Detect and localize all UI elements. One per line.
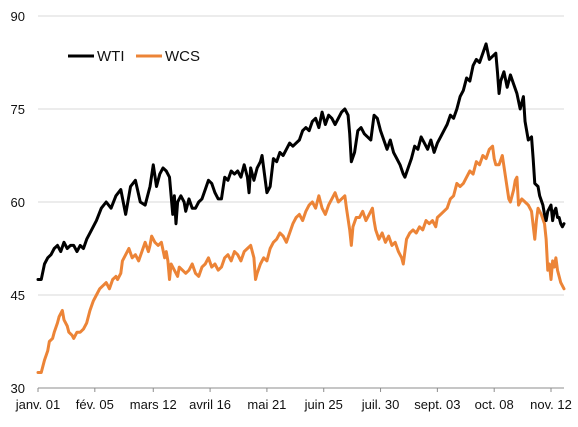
x-tick-label: nov. 12 — [530, 397, 572, 412]
x-tick-label: juin 25 — [304, 397, 343, 412]
x-tick-label: oct. 08 — [475, 397, 514, 412]
y-tick-label: 45 — [11, 288, 25, 303]
series-lines — [36, 42, 566, 374]
x-axis-ticks: janv. 01 fév. 05 mars 12 avril 16 mai 21 juin… — [15, 388, 572, 412]
y-axis-tick-labels: 30 45 60 75 90 — [11, 9, 25, 396]
y-tick-label: 75 — [11, 102, 25, 117]
x-tick-label: sept. 03 — [414, 397, 460, 412]
legend-label-wcs: WCS — [165, 48, 200, 65]
y-tick-label: 60 — [11, 195, 25, 210]
x-tick-label: juil. 30 — [361, 397, 400, 412]
series-line-wti — [36, 42, 566, 281]
x-tick-label: avril 16 — [189, 397, 231, 412]
x-tick-label: mai 21 — [247, 397, 286, 412]
x-tick-label: mars 12 — [130, 397, 177, 412]
series-line-wcs — [36, 144, 566, 374]
y-tick-label: 90 — [11, 9, 25, 24]
legend: WTI WCS — [68, 48, 200, 65]
x-tick-label: janv. 01 — [15, 397, 61, 412]
y-tick-label: 30 — [11, 381, 25, 396]
legend-label-wti: WTI — [97, 48, 125, 65]
x-tick-label: fév. 05 — [76, 397, 114, 412]
gridlines — [38, 15, 564, 296]
